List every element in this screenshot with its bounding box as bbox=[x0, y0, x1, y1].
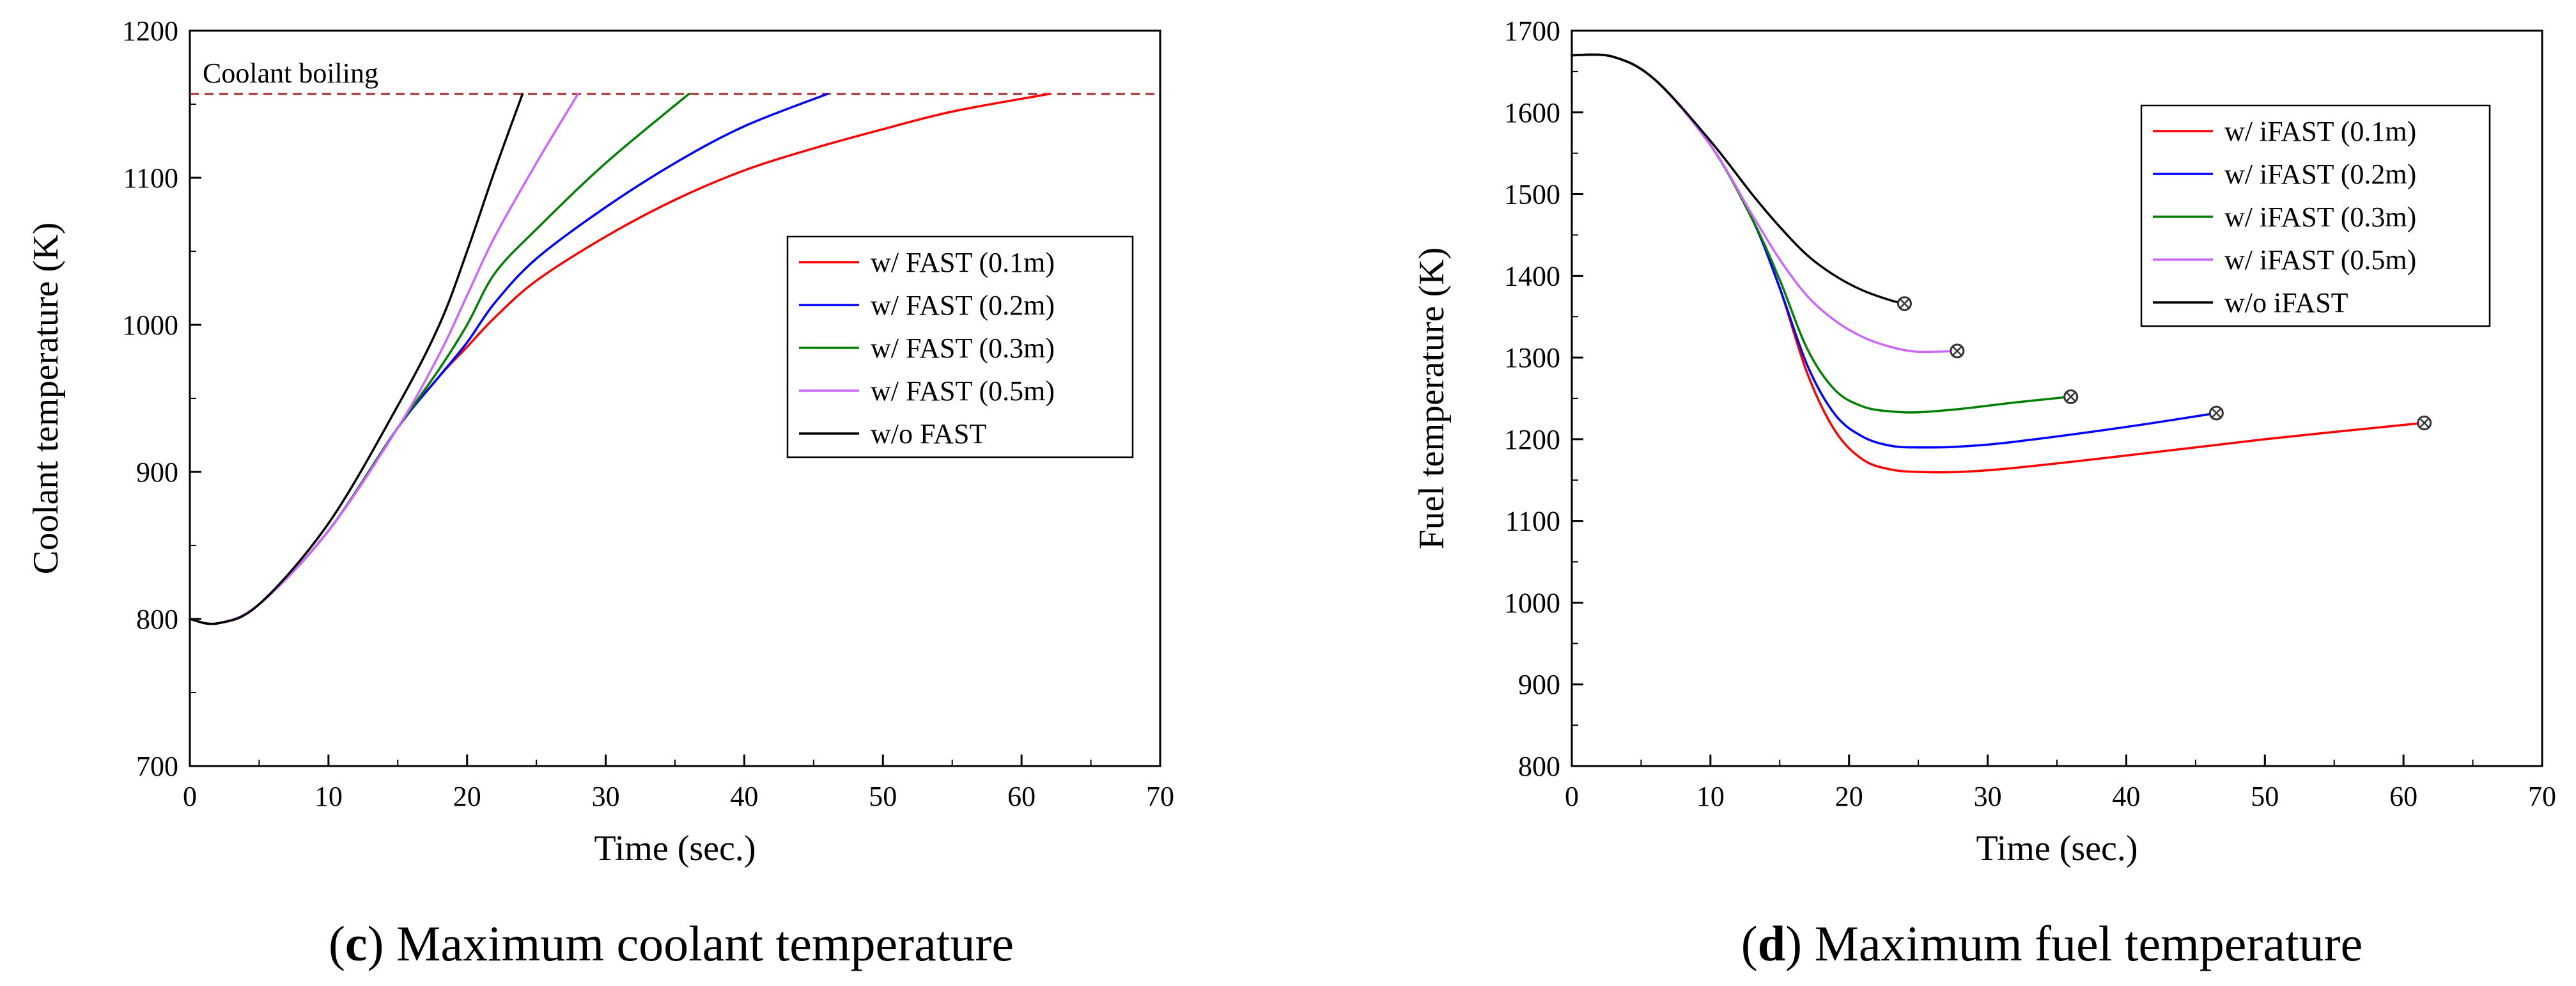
panel-caption: (c) Maximum coolant temperature bbox=[329, 916, 1014, 971]
legend-label-3: w/ iFAST (0.3m) bbox=[2224, 201, 2416, 233]
legend-label-2: w/ iFAST (0.2m) bbox=[2224, 159, 2416, 190]
y-tick-label: 700 bbox=[136, 751, 178, 782]
y-axis-label: Fuel temperature (K) bbox=[1412, 247, 1452, 550]
x-tick-label: 70 bbox=[1146, 781, 1174, 812]
coolant-boiling-label: Coolant boiling bbox=[203, 58, 378, 89]
legend-label-5: w/o iFAST bbox=[2224, 287, 2348, 318]
legend-label-1: w/ iFAST (0.1m) bbox=[2224, 116, 2416, 147]
x-tick-label: 40 bbox=[2112, 781, 2140, 812]
y-tick-label: 1200 bbox=[1504, 424, 1560, 455]
caption-text: ) Maximum fuel temperature bbox=[1785, 916, 2363, 971]
y-tick-label: 1300 bbox=[1504, 342, 1560, 373]
y-tick-label: 900 bbox=[136, 457, 178, 488]
y-tick-label: 1100 bbox=[1505, 506, 1560, 537]
legend-label-3: w/ FAST (0.3m) bbox=[871, 333, 1055, 364]
y-tick-label: 800 bbox=[136, 604, 178, 635]
series-end-marker-cross bbox=[1951, 346, 1962, 356]
x-tick-label: 20 bbox=[453, 781, 481, 812]
series-end-marker-cross bbox=[2419, 418, 2430, 428]
caption-text: ) Maximum coolant temperature bbox=[368, 916, 1014, 971]
panel-caption: (d) Maximum fuel temperature bbox=[1741, 916, 2363, 971]
series-line-5 bbox=[1571, 53, 1906, 305]
legend-label-5: w/o FAST bbox=[871, 418, 986, 450]
x-tick-label: 20 bbox=[1835, 781, 1863, 812]
y-tick-label: 1000 bbox=[1504, 587, 1560, 618]
panel-c: 0 10 20 30 40 50 60 70 700 800 900 1000 1100 1200 Time… bbox=[26, 15, 1174, 971]
legend: w/ FAST (0.1m) w/ FAST (0.2m) w/ FAST (0.3… bbox=[786, 235, 1134, 458]
y-tick-label: 1500 bbox=[1504, 179, 1560, 210]
caption-paren-open: ( bbox=[329, 916, 345, 971]
x-axis-label: Time (sec.) bbox=[1976, 829, 2138, 868]
series-end-marker-cross bbox=[2065, 391, 2076, 402]
y-tick-label: 1000 bbox=[122, 309, 178, 341]
series-line-3 bbox=[1571, 53, 2072, 414]
x-tick-label: 30 bbox=[1974, 781, 2002, 812]
series-line-2 bbox=[189, 93, 829, 625]
y-axis-label: Coolant temperature (K) bbox=[26, 223, 66, 574]
legend-label-4: w/ FAST (0.5m) bbox=[871, 375, 1055, 407]
series-line-5 bbox=[189, 93, 524, 625]
x-tick-label: 60 bbox=[1007, 781, 1036, 812]
series-end-marker-cross bbox=[2211, 408, 2222, 418]
caption-letter: c bbox=[345, 916, 368, 971]
caption-paren-open: ( bbox=[1741, 916, 1758, 971]
legend-label-1: w/ FAST (0.1m) bbox=[871, 247, 1055, 278]
x-tick-label: 70 bbox=[2528, 781, 2556, 812]
x-tick-label: 0 bbox=[183, 781, 197, 812]
panel-d: 0 10 20 30 40 50 60 70 800 900 1000 1100 1200 1300 140… bbox=[1412, 15, 2556, 971]
x-tick-label: 50 bbox=[2251, 781, 2279, 812]
series-line-4 bbox=[189, 93, 579, 625]
y-tick-label: 1200 bbox=[122, 15, 178, 47]
caption-letter: d bbox=[1758, 916, 1785, 971]
x-tick-label: 60 bbox=[2389, 781, 2417, 812]
series-end-marker-cross bbox=[1899, 298, 1910, 309]
legend-label-4: w/ iFAST (0.5m) bbox=[2224, 244, 2416, 276]
y-tick-label: 900 bbox=[1518, 669, 1560, 700]
series-line-2 bbox=[1571, 53, 2218, 449]
x-tick-label: 10 bbox=[1696, 781, 1725, 812]
y-tick-label: 1600 bbox=[1504, 97, 1560, 129]
legend-label-2: w/ FAST (0.2m) bbox=[871, 290, 1055, 321]
x-tick-label: 10 bbox=[314, 781, 343, 812]
series-line-3 bbox=[189, 93, 690, 625]
x-axis-label: Time (sec.) bbox=[594, 829, 756, 868]
x-tick-label: 50 bbox=[869, 781, 897, 812]
y-tick-label: 1100 bbox=[123, 162, 178, 194]
y-tick-label: 1700 bbox=[1504, 15, 1560, 47]
y-tick-label: 1400 bbox=[1504, 260, 1560, 292]
legend: w/ iFAST (0.1m) w/ iFAST (0.2m) w/ iFAST (… bbox=[2140, 104, 2491, 327]
x-tick-label: 40 bbox=[730, 781, 758, 812]
x-tick-label: 0 bbox=[1565, 781, 1579, 812]
y-tick-label: 800 bbox=[1518, 751, 1560, 782]
x-tick-label: 30 bbox=[592, 781, 620, 812]
